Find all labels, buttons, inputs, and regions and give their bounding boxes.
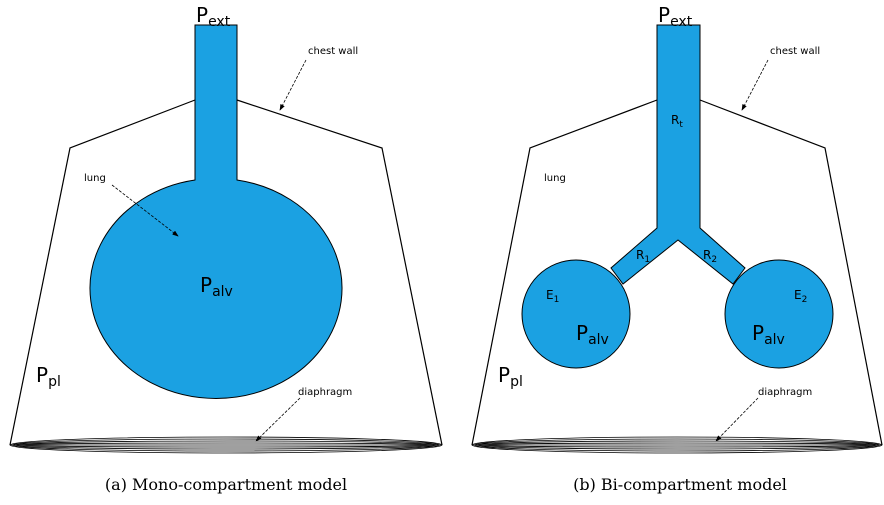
arrow (279, 59, 307, 111)
arrow (111, 184, 179, 237)
diaphragm-lens (9, 436, 443, 454)
airway (610, 24, 746, 285)
p-alv-label: Palv (200, 273, 233, 300)
e2-label: E2 (794, 288, 807, 305)
chest-wall-outline (9, 99, 443, 446)
diaphragm-label: diaphragm (298, 387, 352, 398)
caption: (a) Mono-compartment model (105, 475, 347, 494)
arrow (715, 397, 759, 442)
lung-label: lung (544, 173, 566, 184)
r2-label: R2 (703, 248, 717, 265)
panel-a: Pext chest wall lung Palv Ppl diaphragm … (9, 3, 443, 494)
panel-b: Pext chest wall Rt lung R1 R2 E1 E2 Palv… (471, 3, 883, 494)
compartment-2 (724, 259, 834, 369)
p-ext-label: Pext (196, 3, 231, 30)
r1-label: R1 (636, 248, 650, 265)
p-alv-label: Palv (576, 321, 609, 348)
rt-label: Rt (671, 113, 683, 130)
diaphragm-lens (471, 436, 883, 454)
caption: (b) Bi-compartment model (573, 475, 787, 494)
p-alv-label: Palv (752, 321, 785, 348)
diaphragm-label: diaphragm (758, 387, 812, 398)
arrow (741, 59, 769, 111)
chest-wall-outline (471, 99, 883, 446)
lung-label: lung (84, 173, 106, 184)
p-ext-label: Pext (658, 3, 693, 30)
p-pl-label: Ppl (36, 363, 61, 390)
chest-wall-label: chest wall (308, 46, 358, 57)
p-pl-label: Ppl (498, 363, 523, 390)
chest-wall-label: chest wall (770, 46, 820, 57)
lung-compartment (89, 24, 343, 399)
arrow (255, 397, 301, 442)
compartment-1 (521, 259, 631, 369)
e1-label: E1 (546, 288, 559, 305)
